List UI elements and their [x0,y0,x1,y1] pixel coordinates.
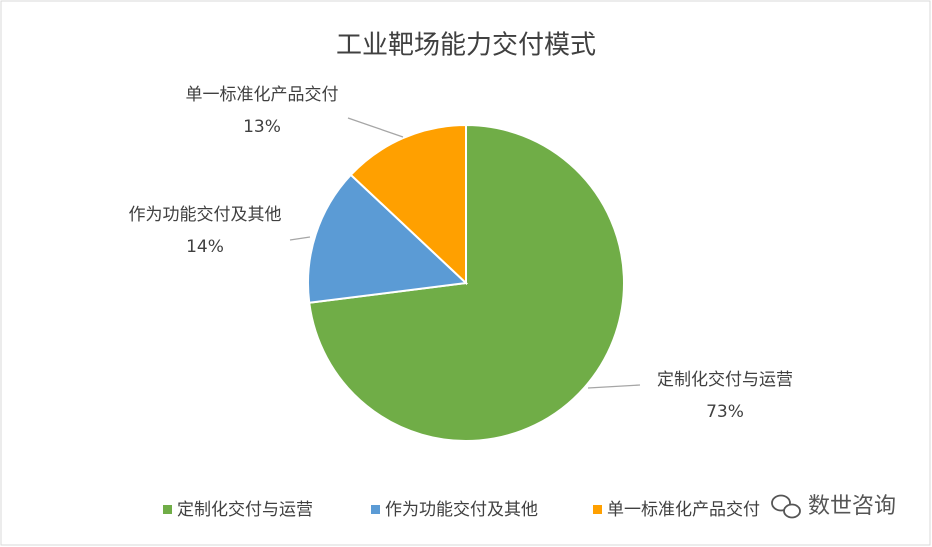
slice-category-label: 定制化交付与运营 [657,370,793,390]
leader-line [347,117,404,138]
leader-line [587,384,641,389]
chart-title: 工业靶场能力交付模式 [336,31,596,61]
pie-slice [349,123,467,286]
leader-line [289,236,311,241]
watermark: 数世咨询 [808,494,896,519]
slice-category-label: 单一标准化产品交付 [186,85,339,105]
legend-label: 定制化交付与运营 [177,500,313,520]
slice-value-label: 14% [186,237,224,257]
slice-value-label: 73% [706,402,744,422]
pie-slice [307,173,469,304]
legend-marker [371,505,380,514]
watermark-icon [771,494,801,519]
legend-label: 单一标准化产品交付 [607,500,760,520]
legend-marker [163,505,172,514]
legend-label: 作为功能交付及其他 [385,500,538,520]
slice-category-label: 作为功能交付及其他 [129,205,282,225]
slice-value-label: 13% [243,117,281,137]
legend-marker [593,505,602,514]
